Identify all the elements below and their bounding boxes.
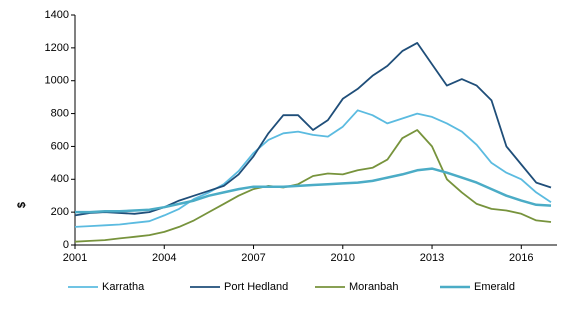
series-line [75, 167, 552, 214]
series-line [74, 42, 552, 217]
x-tick-label: 2007 [241, 252, 265, 264]
y-tick-label: 800 [51, 107, 69, 119]
y-axis-label: $ [16, 202, 28, 208]
legend-label: Emerald [474, 281, 515, 293]
legend-label: Port Hedland [224, 281, 288, 293]
series-line [74, 109, 552, 228]
x-tick-label: 2001 [63, 252, 87, 264]
x-tick-label: 2004 [152, 252, 176, 264]
y-tick-label: 400 [51, 173, 69, 185]
legend-label: Moranbah [349, 281, 399, 293]
series-line [74, 129, 552, 243]
y-tick-label: 1000 [45, 75, 69, 87]
y-tick-label: 200 [51, 206, 69, 218]
x-tick-label: 2010 [331, 252, 355, 264]
y-tick-label: 600 [51, 140, 69, 152]
x-tick-label: 2013 [420, 252, 444, 264]
y-tick-label: 1200 [45, 42, 69, 54]
y-tick-label: 0 [63, 239, 69, 251]
x-tick-label: 2016 [509, 252, 533, 264]
legend-label: Karratha [102, 281, 145, 293]
y-tick-label: 1400 [45, 9, 69, 21]
